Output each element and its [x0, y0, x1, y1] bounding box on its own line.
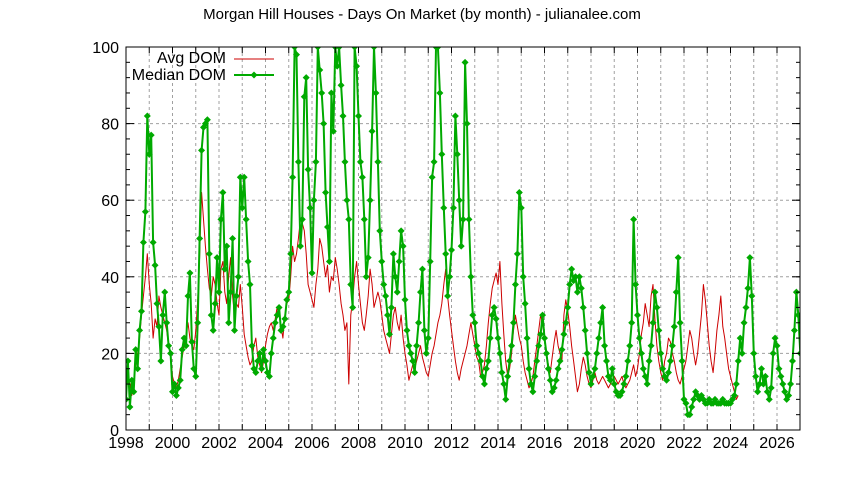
y-tick-label: 40 [101, 270, 119, 287]
series-median-dom [126, 47, 800, 419]
chart-title: Morgan Hill Houses - Days On Market (by … [203, 6, 641, 23]
axis-ticks: 0 20 40 60 80 100 1998 2000 2002 2004 2006 2008 2010… [92, 40, 800, 452]
legend-label-avg-dom: Avg DOM [157, 50, 226, 67]
x-tick-label: 1998 [108, 435, 144, 452]
x-tick-label: 2014 [480, 435, 516, 452]
x-tick-label: 2006 [294, 435, 330, 452]
y-tick-label: 80 [101, 117, 119, 134]
x-tick-label: 2018 [573, 435, 609, 452]
y-tick-label: 100 [92, 40, 119, 57]
x-tick-label: 2020 [620, 435, 656, 452]
legend: Avg DOM Median DOM [132, 50, 274, 84]
x-tick-label: 2004 [248, 435, 284, 452]
gridlines [126, 47, 800, 430]
legend-label-median-dom: Median DOM [132, 67, 226, 84]
plot-frame [125, 46, 801, 431]
x-tick-label: 2002 [201, 435, 237, 452]
x-tick-label: 2012 [434, 435, 470, 452]
y-tick-label: 0 [110, 423, 119, 440]
x-tick-label: 2010 [387, 435, 423, 452]
x-tick-label: 2022 [666, 435, 702, 452]
x-tick-label: 2008 [341, 435, 377, 452]
plot-area [126, 47, 800, 419]
y-tick-label: 20 [101, 346, 119, 363]
x-tick-label: 2000 [155, 435, 191, 452]
x-tick-label: 2026 [759, 435, 795, 452]
legend-marker-diamond-icon [250, 71, 258, 79]
x-tick-label: 2016 [527, 435, 563, 452]
y-tick-label: 60 [101, 193, 119, 210]
x-tick-label: 2024 [713, 435, 749, 452]
